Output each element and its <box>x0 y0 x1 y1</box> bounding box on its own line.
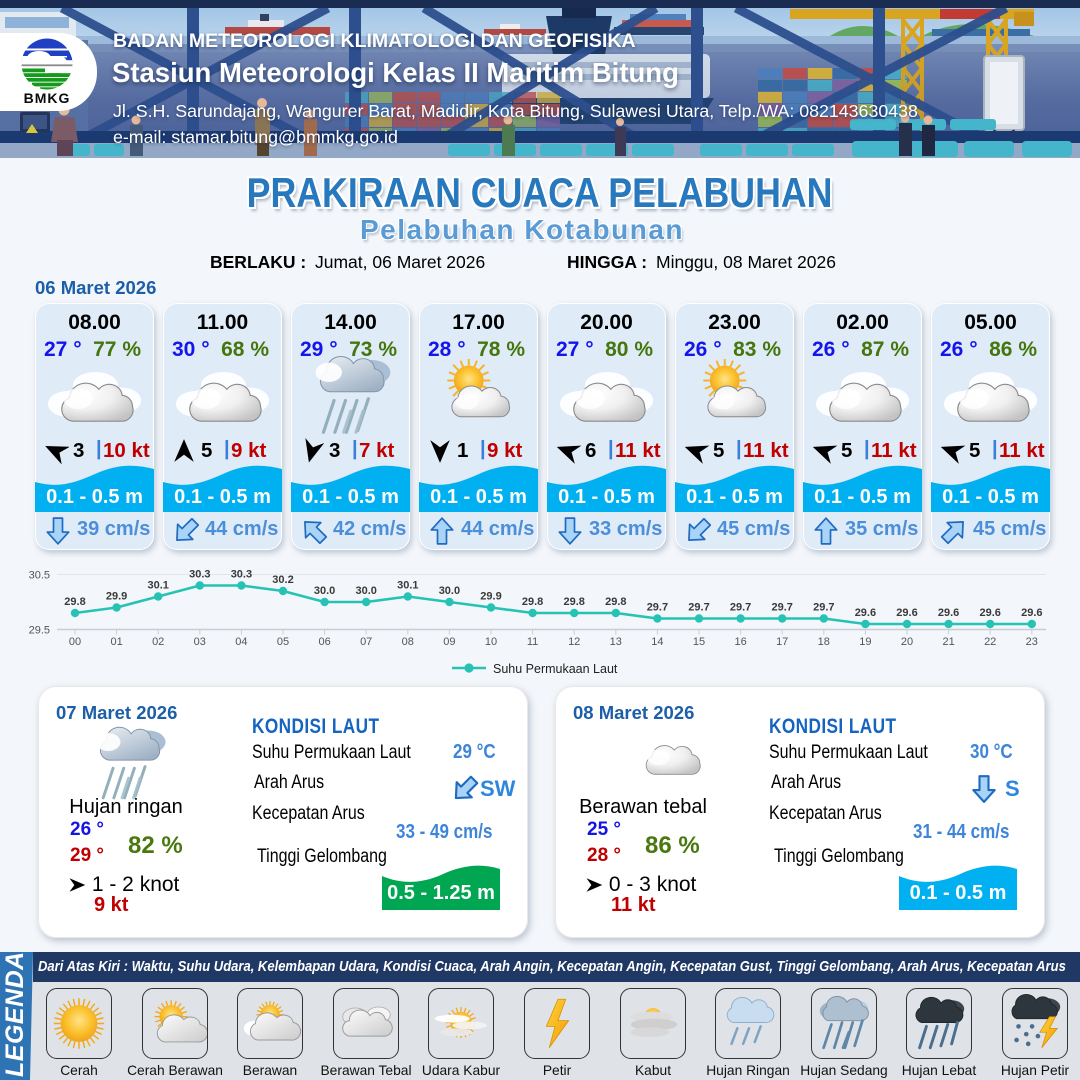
svg-text:20: 20 <box>901 636 913 648</box>
svg-text:02: 02 <box>152 636 164 648</box>
svg-text:29.7: 29.7 <box>730 602 751 614</box>
svg-text:29.7: 29.7 <box>647 602 668 614</box>
svg-text:29.7: 29.7 <box>771 602 792 614</box>
svg-text:30.0: 30.0 <box>439 585 460 597</box>
svg-text:23: 23 <box>1026 636 1038 648</box>
svg-text:30.1: 30.1 <box>147 580 168 592</box>
svg-text:30.1: 30.1 <box>397 580 418 592</box>
svg-text:29.8: 29.8 <box>64 596 85 608</box>
svg-text:07: 07 <box>360 636 372 648</box>
svg-text:01: 01 <box>110 636 122 648</box>
svg-text:30.3: 30.3 <box>231 569 252 581</box>
svg-text:30.0: 30.0 <box>314 585 335 597</box>
svg-text:29.9: 29.9 <box>480 591 501 603</box>
svg-text:16: 16 <box>734 636 746 648</box>
svg-text:29.8: 29.8 <box>522 596 543 608</box>
svg-text:17: 17 <box>776 636 788 648</box>
svg-text:12: 12 <box>568 636 580 648</box>
svg-text:29.7: 29.7 <box>688 602 709 614</box>
svg-text:29.8: 29.8 <box>605 596 626 608</box>
svg-text:19: 19 <box>859 636 871 648</box>
svg-text:30.2: 30.2 <box>272 574 293 586</box>
svg-text:29.5: 29.5 <box>29 625 50 637</box>
svg-text:30.0: 30.0 <box>355 585 376 597</box>
svg-text:15: 15 <box>693 636 705 648</box>
svg-text:03: 03 <box>194 636 206 648</box>
svg-text:29.6: 29.6 <box>896 607 917 619</box>
svg-text:29.7: 29.7 <box>813 602 834 614</box>
svg-text:29.6: 29.6 <box>979 607 1000 619</box>
svg-text:30.5: 30.5 <box>29 570 50 582</box>
svg-text:04: 04 <box>235 636 247 648</box>
svg-text:11: 11 <box>527 636 538 648</box>
svg-text:29.6: 29.6 <box>938 607 959 619</box>
svg-text:09: 09 <box>443 636 455 648</box>
svg-text:22: 22 <box>984 636 996 648</box>
svg-text:29.6: 29.6 <box>1021 607 1042 619</box>
svg-text:21: 21 <box>942 636 954 648</box>
svg-text:18: 18 <box>818 636 830 648</box>
svg-text:30.3: 30.3 <box>189 569 210 581</box>
svg-text:29.9: 29.9 <box>106 591 127 603</box>
svg-text:13: 13 <box>610 636 622 648</box>
svg-text:29.8: 29.8 <box>563 596 584 608</box>
svg-text:08: 08 <box>402 636 414 648</box>
svg-text:14: 14 <box>651 636 663 648</box>
svg-text:10: 10 <box>485 636 497 648</box>
svg-text:00: 00 <box>69 636 81 648</box>
svg-text:Suhu Permukaan Laut: Suhu Permukaan Laut <box>493 662 618 676</box>
svg-text:06: 06 <box>318 636 330 648</box>
svg-text:29.6: 29.6 <box>855 607 876 619</box>
svg-text:05: 05 <box>277 636 289 648</box>
